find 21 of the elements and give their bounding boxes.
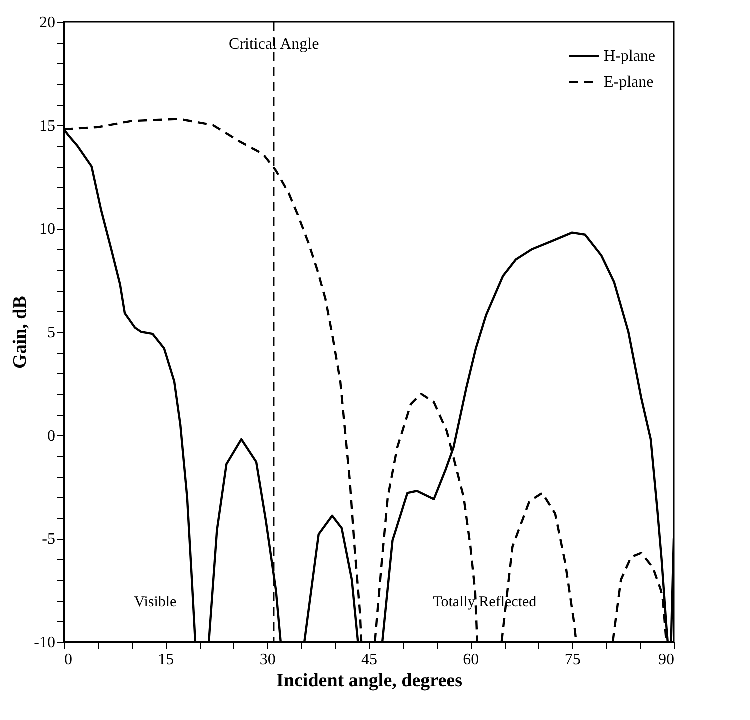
x-tick-label: 90 [658,652,674,668]
x-tick-label: 30 [260,652,276,668]
y-tick-label: 5 [48,324,56,342]
y-axis-title: Gain, dB [10,296,32,369]
x-tick-label: 45 [362,652,378,668]
x-tick-label: 60 [463,652,480,668]
legend-label: E-plane [604,74,654,91]
annotation: Totally Reflected [433,594,538,611]
y-tick-label: 0 [48,428,56,445]
x-axis-title: Incident angle, degrees [276,670,462,692]
ref-line-label: Critical Angle [229,36,320,53]
y-tick-label: -5 [42,531,56,548]
x-tick-label: 15 [158,652,174,668]
x-tick-label: 75 [564,652,581,668]
y-tick-label: -10 [34,634,56,652]
y-tick-label: 20 [40,14,56,32]
x-tick-label: 0 [64,652,72,668]
legend-label: H-plane [604,48,656,65]
y-tick-label: 10 [40,221,56,238]
annotation: Visible [134,594,178,611]
y-tick-label: 15 [40,118,56,135]
